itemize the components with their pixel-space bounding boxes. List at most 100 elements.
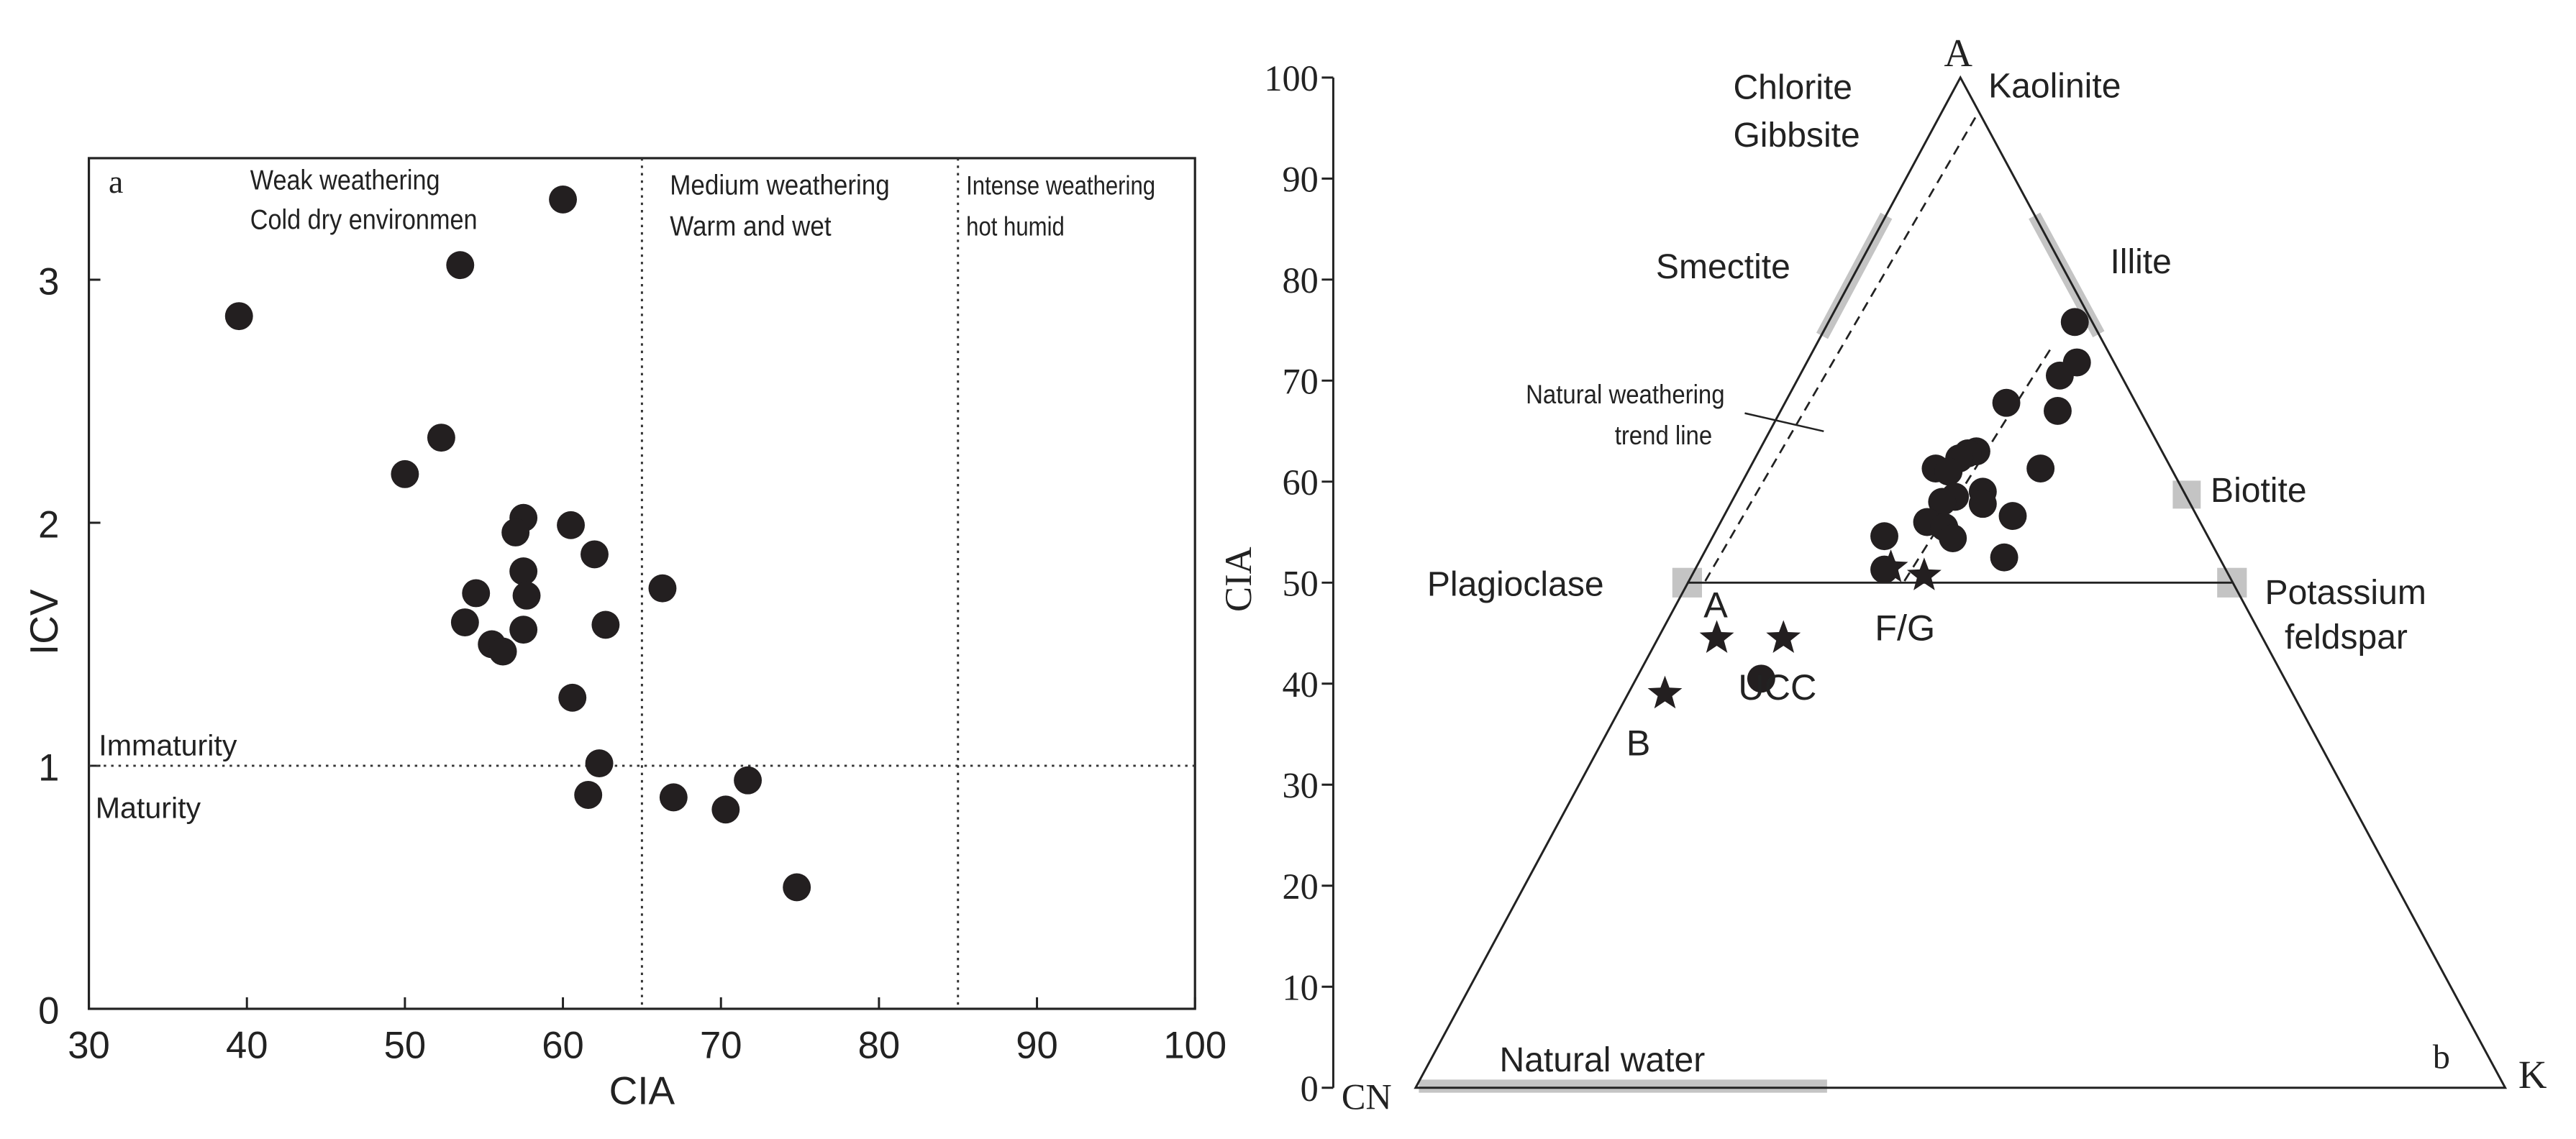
zone-weak-line2: Cold dry environmen <box>250 203 478 235</box>
scatter-point-14 <box>509 616 538 644</box>
scatter-point-1 <box>549 185 578 214</box>
reference-fg-label: F/G <box>1875 607 1935 648</box>
reference-star-0 <box>1699 620 1734 653</box>
scatter-point-12 <box>648 574 677 603</box>
sample-point-14 <box>1968 490 1997 518</box>
sample-point-8 <box>2026 454 2055 482</box>
plagioclase-label: Plagioclase <box>1427 566 1604 604</box>
x-tick-label-4: 70 <box>700 1025 742 1067</box>
scatter-point-10 <box>512 581 541 610</box>
reference-star-1 <box>1647 675 1683 709</box>
vertex-cn-label: CN <box>1342 1077 1392 1117</box>
vertex-a-label: A <box>1944 31 1972 75</box>
sample-point-0 <box>2060 308 2089 337</box>
natural-weathering-trend-line <box>1704 111 1980 582</box>
trend-label-line2: trend line <box>1615 421 1712 451</box>
trend-label-line1: Natural weathering <box>1526 380 1724 409</box>
x-tick-label-5: 80 <box>858 1025 901 1067</box>
panel-b-cia-axis: 0 10 20 30 40 50 60 70 80 90 100 <box>1264 58 1334 1109</box>
smectite-label: Smectite <box>1656 248 1790 286</box>
panel-b-mineral-markers <box>1419 212 2247 1093</box>
cia-tick-label-5: 50 <box>1283 564 1319 604</box>
x-tick-label-3: 60 <box>542 1025 584 1067</box>
reference-a-label: A <box>1703 584 1728 625</box>
sample-point-4 <box>2044 397 2072 425</box>
y-tick-label-2: 2 <box>38 504 59 546</box>
panel-b-samples <box>1870 308 2091 584</box>
scatter-point-20 <box>574 781 603 809</box>
scatter-point-15 <box>591 610 620 639</box>
cia-tick-label-2: 20 <box>1283 866 1319 907</box>
scatter-point-17 <box>488 637 517 666</box>
sample-point-18 <box>1870 522 1898 551</box>
zone-medium-line1: Medium weathering <box>670 170 889 201</box>
sample-point-3 <box>1992 388 2021 417</box>
vertex-k-label: K <box>2518 1053 2547 1097</box>
cia-tick-label-9: 90 <box>1283 160 1319 200</box>
sample-point-15 <box>1998 502 2027 531</box>
panel-b-ternary: 0 10 20 30 40 50 60 70 80 90 100 A CN K b Chlorite… <box>1218 31 2547 1117</box>
scatter-point-2 <box>446 251 475 280</box>
sample-point-21 <box>1870 555 1898 584</box>
panel-a-x-axis-label: CIA <box>609 1069 675 1113</box>
y-tick-label-1: 1 <box>38 747 59 790</box>
sample-point-2 <box>2045 361 2074 390</box>
potassium-feldspar-label-2: feldspar <box>2285 618 2408 657</box>
ucc-label: UCC <box>1738 667 1816 708</box>
cia-tick-label-10: 100 <box>1264 58 1319 99</box>
biotite-marker <box>2172 480 2201 509</box>
reference-star-2 <box>1766 620 1801 653</box>
cia-tick-label-7: 70 <box>1283 362 1319 402</box>
cia-tick-label-3: 30 <box>1283 766 1319 806</box>
sample-point-13 <box>1928 488 1957 516</box>
biotite-label: Biotite <box>2211 472 2307 510</box>
kaolinite-label: Kaolinite <box>1988 67 2121 105</box>
trend-label-leader <box>1744 412 1824 433</box>
scatter-point-8 <box>581 540 609 569</box>
scatter-point-6 <box>501 518 530 546</box>
natural-water-label: Natural water <box>1500 1041 1706 1079</box>
scatter-point-23 <box>734 766 763 795</box>
scatter-point-0 <box>224 302 253 331</box>
scatter-point-21 <box>659 783 688 812</box>
y-tick-label-0: 0 <box>38 990 59 1033</box>
zone-intense-line2: hot humid <box>966 212 1065 242</box>
panel-b-label: b <box>2433 1038 2450 1076</box>
potassium-feldspar-label-1: Potassium <box>2265 574 2426 612</box>
scatter-point-19 <box>585 749 614 778</box>
sample-point-20 <box>1990 543 2019 572</box>
scatter-point-13 <box>450 608 479 636</box>
zone-weak-line1: Weak weathering <box>250 164 440 196</box>
cia-tick-label-1: 10 <box>1283 968 1319 1008</box>
immaturity-label: Immaturity <box>99 729 237 762</box>
x-tick-label-0: 30 <box>68 1025 110 1067</box>
panel-b-y-axis-label: CIA <box>1218 546 1260 612</box>
scatter-point-11 <box>462 579 491 608</box>
reference-star-4 <box>1906 557 1942 590</box>
sample-point-19 <box>1939 524 1967 552</box>
sample-point-10 <box>1934 457 1963 486</box>
cia-tick-label-6: 60 <box>1283 462 1319 503</box>
maturity-label: Maturity <box>96 792 201 825</box>
x-tick-label-1: 40 <box>226 1025 268 1067</box>
scatter-point-18 <box>558 683 587 712</box>
panel-a-label: a <box>109 163 123 200</box>
scatter-point-4 <box>427 424 455 452</box>
cia-tick-label-0: 0 <box>1301 1069 1319 1109</box>
zone-medium-line2: Warm and wet <box>670 211 832 242</box>
chlorite-label: Chlorite <box>1733 69 1852 107</box>
scatter-point-7 <box>557 511 585 539</box>
scatter-point-24 <box>783 873 811 902</box>
zone-intense-line1: Intense weathering <box>966 171 1155 201</box>
x-tick-label-7: 100 <box>1163 1025 1226 1067</box>
y-tick-label-3: 3 <box>38 261 59 303</box>
x-tick-label-6: 90 <box>1016 1025 1058 1067</box>
scatter-point-3 <box>391 459 419 488</box>
panel-a-points <box>224 185 811 902</box>
x-tick-label-2: 50 <box>384 1025 427 1067</box>
gibbsite-label: Gibbsite <box>1733 116 1860 155</box>
panel-a-axis-ticks: 30 40 50 60 70 80 90 100 0 1 2 3 <box>38 261 1226 1067</box>
reference-b-label: B <box>1626 723 1651 764</box>
